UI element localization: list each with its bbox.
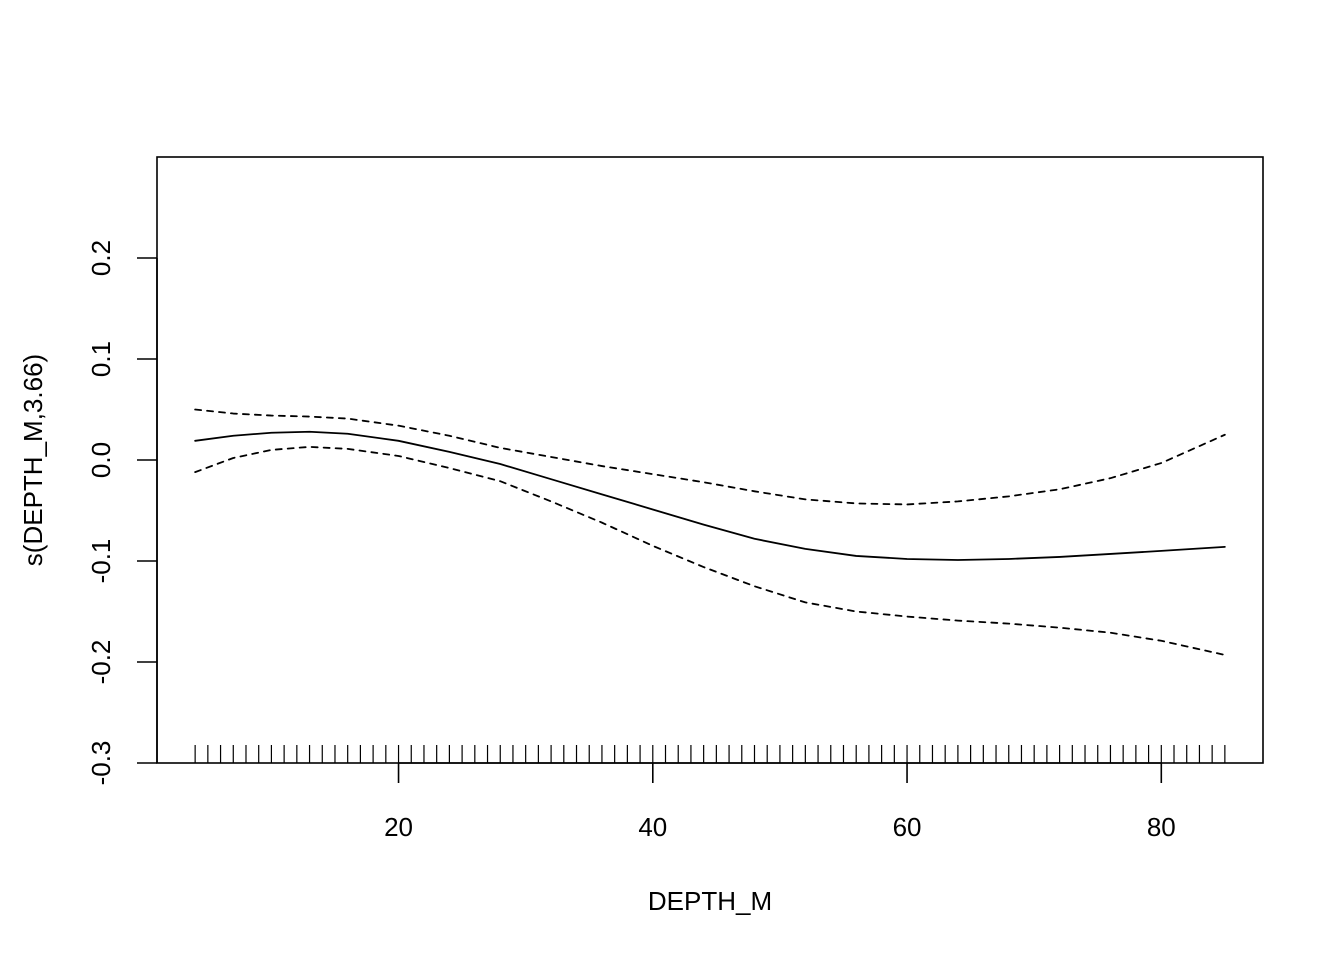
y-tick-label: 0.1	[86, 341, 116, 377]
y-tick-label: 0.0	[86, 442, 116, 478]
x-tick-label: 40	[638, 812, 667, 842]
upper-band-line	[194, 408, 1226, 506]
y-axis: -0.3 -0.2 -0.1 0.0 0.1 0.2	[86, 240, 158, 786]
plot-area-frame	[156, 156, 1264, 764]
lower-band-line	[194, 445, 1226, 656]
x-tick-label: 60	[893, 812, 922, 842]
x-tick-label: 20	[384, 812, 413, 842]
x-tick-label: 80	[1147, 812, 1176, 842]
x-axis: 20 40 60 80	[384, 762, 1176, 842]
y-tick-label: -0.1	[86, 539, 116, 584]
smooth-fit-line	[194, 430, 1226, 561]
series-lines	[194, 408, 1226, 656]
y-axis-title: s(DEPTH_M,3.66)	[18, 354, 48, 566]
rug-marks	[194, 745, 1226, 763]
y-tick-label: 0.2	[86, 240, 116, 276]
y-tick-label: -0.3	[86, 741, 116, 786]
y-tick-label: -0.2	[86, 640, 116, 685]
x-axis-title: DEPTH_M	[648, 886, 772, 916]
